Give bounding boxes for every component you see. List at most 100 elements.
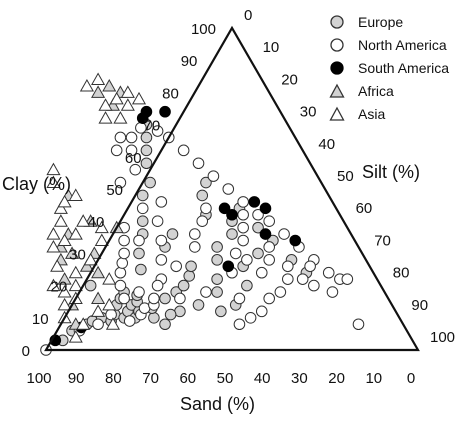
- asia-marker-icon: [329, 106, 345, 121]
- data-point-europe: [177, 279, 190, 292]
- data-point-north-america: [229, 247, 242, 260]
- data-point-south-america: [289, 234, 302, 247]
- data-point-europe: [252, 247, 264, 260]
- data-point-europe: [183, 270, 196, 282]
- data-point-asia: [68, 330, 83, 343]
- data-point-north-america: [326, 286, 339, 298]
- data-point-north-america: [155, 196, 168, 208]
- sand-tick-label: 80: [105, 370, 122, 387]
- data-point-north-america: [170, 260, 182, 273]
- data-point-south-america: [218, 202, 231, 215]
- clay-tick-label: 90: [181, 53, 198, 70]
- data-point-north-america: [118, 234, 130, 247]
- data-point-asia: [76, 214, 91, 227]
- silt-tick-label: 60: [356, 200, 373, 217]
- data-point-north-america: [123, 315, 136, 327]
- clay-tick-label: 0: [22, 343, 30, 360]
- clay-tick-label: 80: [162, 85, 179, 102]
- data-point-asia: [102, 297, 117, 311]
- data-point-asia: [113, 111, 128, 124]
- data-point-asia: [53, 214, 68, 227]
- data-point-europe: [136, 189, 149, 202]
- data-point-north-america: [200, 202, 212, 215]
- data-point-europe: [140, 144, 153, 157]
- data-point-south-america: [259, 228, 272, 240]
- clay-tick-label: 50: [106, 182, 123, 199]
- africa-marker-icon: [329, 83, 345, 98]
- data-point-north-america: [155, 234, 168, 247]
- data-point-north-america: [114, 131, 127, 144]
- data-point-asia: [91, 304, 106, 317]
- data-point-south-america: [140, 105, 153, 118]
- legend-item-asia: Asia: [329, 106, 385, 122]
- data-point-africa: [91, 85, 106, 98]
- silt-tick-label: 70: [374, 232, 391, 249]
- data-point-asia: [91, 72, 106, 86]
- silt-tick-label: 40: [318, 136, 335, 153]
- data-point-europe: [164, 308, 177, 321]
- data-point-asia: [57, 194, 72, 208]
- data-point-south-america: [222, 260, 235, 273]
- data-point-asia: [94, 220, 109, 234]
- data-point-south-america: [159, 105, 171, 118]
- data-point-europe: [211, 254, 223, 266]
- data-point-north-america: [114, 279, 127, 292]
- data-point-south-america: [259, 202, 272, 215]
- data-point-africa: [57, 272, 72, 285]
- data-point-north-america: [110, 144, 123, 157]
- data-point-south-america: [248, 196, 261, 208]
- data-point-north-america: [207, 170, 220, 182]
- legend-item-africa: Africa: [329, 83, 394, 99]
- data-point-north-america: [255, 305, 268, 318]
- data-point-north-america: [177, 144, 190, 157]
- legend-label: North America: [358, 37, 447, 53]
- data-point-north-america: [196, 215, 209, 227]
- south-america-marker-icon: [330, 61, 344, 75]
- silt-tick-label: 50: [337, 168, 354, 185]
- data-point-asia: [68, 265, 83, 279]
- data-point-north-america: [237, 221, 249, 234]
- data-point-north-america: [189, 228, 201, 240]
- data-point-africa: [91, 265, 106, 279]
- data-point-asia: [57, 233, 72, 247]
- data-point-north-america: [92, 318, 104, 331]
- data-point-asia: [79, 78, 94, 92]
- data-point-north-america: [244, 312, 257, 324]
- data-point-asia: [53, 201, 68, 214]
- silt-tick-label: 30: [300, 104, 317, 121]
- data-point-europe: [136, 215, 149, 227]
- data-point-north-america: [222, 183, 235, 195]
- data-point-asia: [105, 317, 121, 330]
- clay-tick-label: 60: [125, 150, 142, 167]
- sand-tick-label: 50: [217, 370, 234, 387]
- data-point-north-america: [129, 163, 142, 176]
- data-point-asia: [46, 227, 61, 240]
- data-point-north-america: [116, 257, 129, 269]
- data-point-north-america: [255, 266, 268, 279]
- data-point-asia: [120, 98, 135, 111]
- data-point-north-america: [263, 254, 276, 266]
- data-point-north-america: [263, 215, 276, 227]
- data-point-europe: [159, 292, 171, 305]
- data-point-north-america: [148, 292, 160, 305]
- data-point-north-america: [252, 208, 264, 221]
- data-point-asia: [98, 98, 113, 111]
- silt-tick-label: 80: [393, 265, 410, 282]
- data-point-asia: [76, 317, 91, 330]
- legend: Europe North America South America Afric…: [329, 14, 449, 122]
- data-point-europe: [200, 176, 212, 189]
- sand-tick-label: 70: [142, 370, 159, 387]
- silt-tick-label: 10: [263, 39, 280, 56]
- sand-tick-label: 20: [328, 370, 345, 387]
- data-point-north-america: [233, 318, 246, 331]
- data-point-north-america: [237, 208, 249, 221]
- data-point-north-america: [241, 254, 253, 266]
- data-point-north-america: [136, 202, 149, 215]
- data-point-north-america: [192, 157, 205, 170]
- tick-labels: 0102030405060708090100010203040506070809…: [22, 7, 455, 387]
- data-point-europe: [211, 286, 223, 298]
- data-point-north-america: [322, 266, 335, 279]
- data-point-north-america: [151, 279, 164, 292]
- data-point-north-america: [105, 308, 117, 321]
- data-point-africa: [102, 78, 117, 92]
